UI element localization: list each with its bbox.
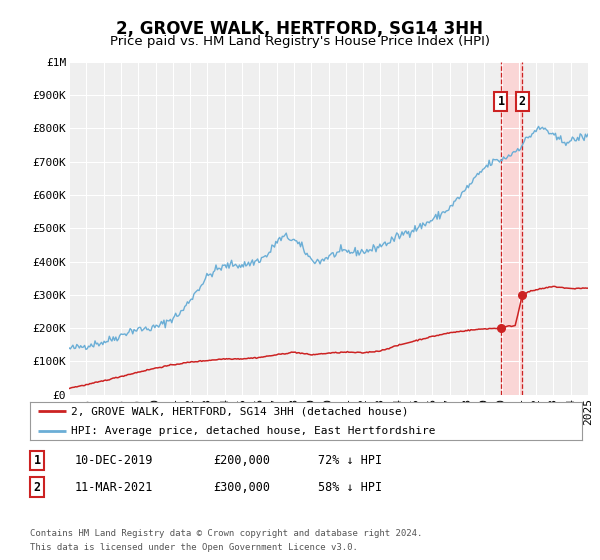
Text: 1: 1 (497, 95, 505, 108)
Text: 2, GROVE WALK, HERTFORD, SG14 3HH: 2, GROVE WALK, HERTFORD, SG14 3HH (116, 20, 484, 38)
Text: £300,000: £300,000 (213, 480, 270, 494)
Text: 2: 2 (34, 480, 41, 494)
Text: 2: 2 (518, 95, 526, 108)
Text: 58% ↓ HPI: 58% ↓ HPI (318, 480, 382, 494)
Text: HPI: Average price, detached house, East Hertfordshire: HPI: Average price, detached house, East… (71, 426, 436, 436)
Text: 10-DEC-2019: 10-DEC-2019 (75, 454, 154, 467)
Bar (501, 62, 522, 395)
Text: £200,000: £200,000 (213, 454, 270, 467)
Text: Contains HM Land Registry data © Crown copyright and database right 2024.: Contains HM Land Registry data © Crown c… (30, 529, 422, 538)
Text: This data is licensed under the Open Government Licence v3.0.: This data is licensed under the Open Gov… (30, 543, 358, 552)
Text: 2, GROVE WALK, HERTFORD, SG14 3HH (detached house): 2, GROVE WALK, HERTFORD, SG14 3HH (detac… (71, 406, 409, 416)
Text: 11-MAR-2021: 11-MAR-2021 (75, 480, 154, 494)
Text: Price paid vs. HM Land Registry's House Price Index (HPI): Price paid vs. HM Land Registry's House … (110, 35, 490, 48)
Text: 1: 1 (34, 454, 41, 467)
Text: 72% ↓ HPI: 72% ↓ HPI (318, 454, 382, 467)
